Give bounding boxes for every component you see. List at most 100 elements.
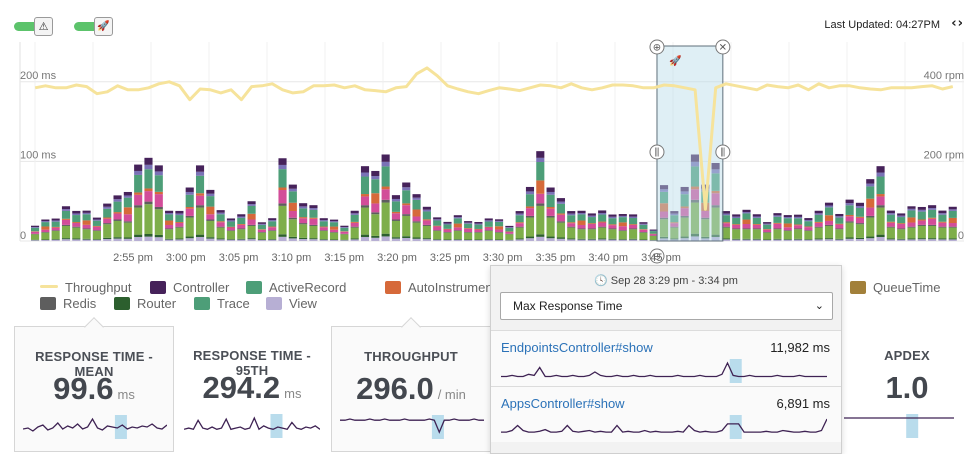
bar-segment bbox=[433, 230, 442, 240]
bar-segment bbox=[402, 190, 411, 204]
bar-segment bbox=[855, 216, 864, 218]
handle-circle bbox=[715, 39, 731, 55]
bar-segment bbox=[484, 227, 493, 231]
bar-segment bbox=[443, 223, 452, 225]
selection-handles[interactable]: ⊕ ✕ ⫼ ⫼ ⊖ 🚀 bbox=[649, 39, 731, 264]
bar-segment bbox=[948, 227, 957, 239]
warning-toggle[interactable]: ⚠ bbox=[14, 17, 58, 36]
bar-segment bbox=[123, 214, 132, 222]
legend-item[interactable]: Throughput bbox=[40, 280, 132, 296]
bar-segment bbox=[804, 219, 813, 222]
bar-segment bbox=[886, 238, 895, 240]
metric-card-apdex[interactable]: APDEX 1.0 bbox=[844, 326, 970, 452]
bar-segment bbox=[794, 218, 803, 225]
bar-segment bbox=[288, 238, 297, 241]
bar-segment bbox=[536, 157, 545, 163]
bar-segment bbox=[103, 217, 112, 219]
legend-item[interactable]: View bbox=[266, 296, 317, 312]
handle-glyph: ⫼ bbox=[721, 148, 726, 159]
bar-segment bbox=[608, 228, 617, 230]
bar-segment bbox=[680, 217, 689, 237]
endpoint-link[interactable]: EndpointsController#show bbox=[501, 340, 653, 355]
x-axis-label: 3:30 pm bbox=[483, 252, 523, 264]
legend-item[interactable]: Router bbox=[114, 296, 176, 312]
performance-chart[interactable]: ⊕ ✕ ⫼ ⫼ ⊖ 🚀 200 ms 400 rpm 100 ms 200 rpm 0 0 2:55 … bbox=[0, 30, 970, 275]
bar-segment bbox=[484, 218, 493, 221]
stacked-bar bbox=[154, 165, 163, 241]
bar-segment bbox=[247, 225, 256, 239]
timeframe-nav-arrows[interactable]: ‹› bbox=[951, 16, 964, 31]
bar-segment bbox=[422, 239, 431, 241]
stacked-bar bbox=[268, 218, 277, 241]
bar-segment bbox=[711, 234, 720, 238]
metric-select-value: Max Response Time bbox=[513, 299, 623, 313]
bar-segment bbox=[330, 221, 339, 223]
bar-segment bbox=[732, 239, 741, 241]
bar-segment bbox=[278, 187, 287, 191]
legend-item[interactable]: ActiveRecord bbox=[246, 280, 346, 296]
card-unit: ms bbox=[284, 386, 302, 401]
bar-segment bbox=[680, 215, 689, 218]
bar-segment bbox=[742, 213, 751, 220]
x-axis-label: 3:15 pm bbox=[324, 252, 364, 264]
bar-segment bbox=[907, 208, 916, 211]
chart-bars bbox=[31, 151, 957, 241]
bar-segment bbox=[824, 239, 834, 241]
bar-segment bbox=[92, 230, 101, 240]
bar-segment bbox=[701, 210, 710, 218]
bar-segment bbox=[794, 214, 803, 217]
bar-segment bbox=[938, 227, 947, 239]
metric-card-response-mean[interactable]: RESPONSE TIME - MEAN 99.6 ms bbox=[14, 317, 174, 452]
bar-segment bbox=[51, 220, 60, 222]
bar-segment bbox=[464, 221, 473, 223]
metric-select[interactable]: Max Response Time ⌄ bbox=[500, 292, 833, 320]
time-selection[interactable] bbox=[656, 45, 724, 242]
bar-segment bbox=[319, 230, 328, 231]
bar-segment bbox=[701, 236, 710, 239]
bar-segment bbox=[216, 222, 225, 227]
legend-item[interactable]: AutoInstrument bbox=[385, 280, 496, 296]
metric-card-response-95th[interactable]: RESPONSE TIME - 95TH 294.2 ms bbox=[176, 326, 328, 452]
rocket-icon: 🚀 bbox=[669, 54, 682, 67]
legend-item[interactable]: Redis bbox=[40, 296, 96, 312]
bar-segment bbox=[515, 213, 524, 216]
bar-segment bbox=[237, 239, 246, 241]
stacked-bar bbox=[113, 195, 122, 241]
bar-segment bbox=[783, 230, 792, 231]
bar-segment bbox=[763, 232, 772, 240]
close-icon: ✕ bbox=[715, 39, 731, 55]
bar-segment bbox=[175, 210, 184, 214]
endpoint-link[interactable]: AppsController#show bbox=[501, 396, 625, 411]
endpoint-row[interactable]: EndpointsController#show 11,982 ms bbox=[491, 330, 841, 386]
bar-segment bbox=[659, 238, 669, 241]
bar-segment bbox=[330, 226, 339, 230]
bar-segment bbox=[288, 236, 297, 239]
legend-item[interactable]: QueueTime bbox=[850, 280, 940, 296]
bar-segment bbox=[330, 229, 339, 233]
bar-segment bbox=[876, 166, 885, 173]
deploy-toggle[interactable]: 🚀 bbox=[74, 17, 118, 36]
bar-segment bbox=[82, 220, 91, 225]
legend-item[interactable]: Trace bbox=[194, 296, 250, 312]
bar-segment bbox=[598, 226, 607, 228]
endpoint-row[interactable]: AppsController#show 6,891 ms bbox=[491, 386, 841, 442]
legend-label: Throughput bbox=[65, 280, 132, 295]
bar-segment bbox=[690, 154, 700, 162]
bar-segment bbox=[61, 209, 71, 211]
legend-swatch bbox=[40, 285, 58, 288]
stacked-bar bbox=[319, 218, 328, 241]
bar-segment bbox=[948, 217, 957, 224]
bar-segment bbox=[732, 216, 741, 219]
bar-segment bbox=[154, 194, 163, 207]
bar-segment bbox=[752, 214, 761, 217]
metric-cards: RESPONSE TIME - MEAN 99.6 ms RESPONSE TIM… bbox=[14, 317, 970, 454]
legend-item[interactable]: Controller bbox=[150, 280, 229, 296]
bar-segment bbox=[928, 205, 937, 209]
legend-swatch bbox=[40, 297, 56, 310]
bar-segment bbox=[618, 230, 627, 240]
bar-segment bbox=[82, 229, 91, 239]
bar-segment bbox=[443, 232, 452, 233]
metric-card-throughput[interactable]: THROUGHPUT 296.0/ min bbox=[331, 317, 491, 452]
bar-segment bbox=[165, 229, 174, 239]
bar-segment bbox=[61, 206, 71, 210]
